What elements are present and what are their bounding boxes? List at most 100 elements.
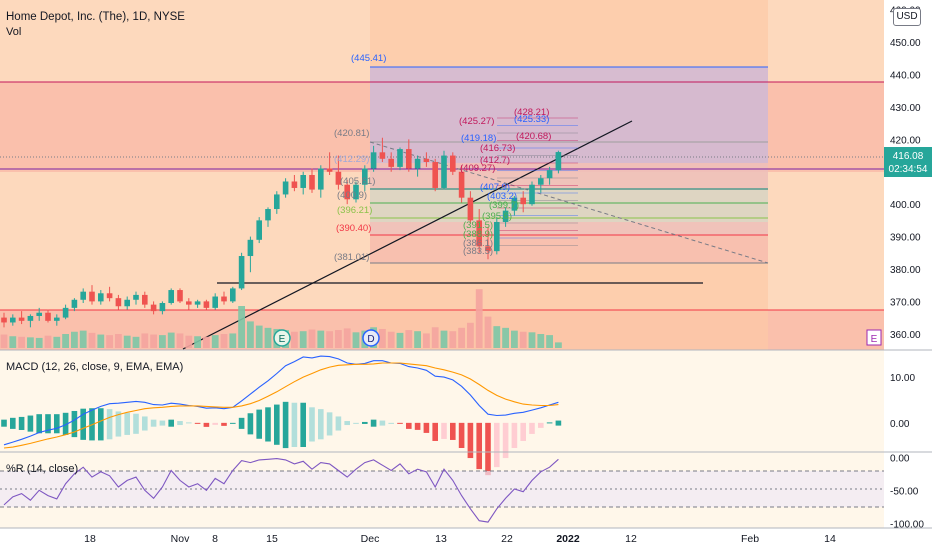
volume-bar <box>493 326 501 348</box>
volume-bar <box>88 332 96 348</box>
price-tick-label: 450.00 <box>890 38 921 49</box>
candle-body <box>1 317 7 323</box>
macd-hist-bar <box>124 412 130 435</box>
price-tick-label: 360.00 <box>890 330 921 341</box>
time-tick-label: Dec <box>361 533 380 545</box>
macd-hist-bar <box>247 413 254 435</box>
macd-hist-bar <box>150 419 157 427</box>
time-tick-label: 13 <box>435 533 447 545</box>
price-tick-label: 400.00 <box>890 200 921 211</box>
candle-body <box>309 175 315 190</box>
macd-hist-bar <box>142 416 148 431</box>
candle-body <box>159 303 166 312</box>
macd-hist-bar <box>194 422 201 424</box>
volume-bar <box>79 330 87 348</box>
fib-level-label: (403.2) <box>487 191 517 202</box>
macd-hist-bar <box>1 419 7 427</box>
macd-hist-bar <box>212 422 218 425</box>
price-tick-label: 440.00 <box>890 71 921 82</box>
candle-body <box>326 168 333 172</box>
macd-hist-bar <box>115 411 122 437</box>
fib-level-label: (412.29) <box>334 154 369 165</box>
volume-bar <box>387 331 395 348</box>
candle-body <box>71 299 78 308</box>
last-price-tag: 416.08 02:34:54 <box>884 147 932 177</box>
candle-body <box>45 312 51 321</box>
volume-bar <box>141 333 149 348</box>
macd-hist-bar <box>546 422 553 424</box>
volume-bar <box>555 342 562 348</box>
fib-level-label: (425.33) <box>514 114 549 125</box>
fib-level-label: (407.9) <box>480 182 510 193</box>
candle-body <box>432 162 438 188</box>
macd-hist-bar <box>494 422 500 468</box>
macd-hist-bar <box>159 420 166 426</box>
dividend-marker[interactable]: D <box>362 329 380 347</box>
time-axis-bg <box>0 528 932 550</box>
volume-bar <box>449 331 457 348</box>
macd-hist-bar <box>476 422 482 470</box>
macd-hist-bar <box>177 421 183 426</box>
price-tick-label: 390.00 <box>890 233 921 244</box>
fib-level-label: (390.40) <box>336 223 371 234</box>
macd-line <box>3 355 559 446</box>
volume-bar <box>106 335 113 348</box>
symbol-title[interactable]: Home Depot, Inc. (The), 1D, NYSE <box>6 11 185 23</box>
macd-hist-bar <box>71 410 78 438</box>
volume-bar <box>211 335 219 348</box>
candle-body <box>194 301 201 305</box>
macd-hist-bar <box>520 422 526 441</box>
macd-hist-bar <box>397 422 403 424</box>
future-earnings-marker[interactable]: E <box>866 329 882 346</box>
candle-body <box>388 158 394 167</box>
candle-body <box>450 155 456 172</box>
fib-level-label: (409.27) <box>460 163 495 174</box>
time-tick-label: 12 <box>625 533 637 545</box>
time-tick-label: 22 <box>501 533 513 545</box>
svg-text:E: E <box>871 334 878 345</box>
volume-label[interactable]: Vol <box>6 26 22 38</box>
macd-hist-bar <box>467 422 474 459</box>
macd-label[interactable]: MACD (12, 26, close, 9, EMA, EMA) <box>6 361 184 373</box>
candle-body <box>335 171 342 185</box>
volume-bar <box>423 333 430 348</box>
volume-bar <box>546 335 553 348</box>
candle-body <box>520 197 526 205</box>
candle-body <box>379 152 386 159</box>
volume-bar <box>484 316 492 348</box>
macd-hist-bar <box>274 404 280 445</box>
candle-body <box>511 197 518 211</box>
time-axis[interactable]: 18 Nov 8 15 Dec 13 22 2022 12 Feb 14 <box>84 533 836 545</box>
williams-r-axis[interactable]: 0.00 -50.00 -100.00 <box>890 453 924 530</box>
macd-hist-bar <box>432 422 438 441</box>
earnings-marker[interactable]: E <box>273 329 291 347</box>
volume-bar <box>97 334 105 348</box>
dashed-projection-line[interactable] <box>369 141 769 264</box>
williams-r-line <box>3 458 559 523</box>
candle-body <box>142 294 148 305</box>
volume-bar <box>431 327 439 348</box>
macd-hist-bar <box>353 422 359 424</box>
candle-body <box>546 170 553 179</box>
svg-text:02:34:54: 02:34:54 <box>889 164 928 175</box>
candle-body <box>27 315 34 321</box>
macd-hist-bar <box>230 422 236 424</box>
candle-body <box>423 158 430 163</box>
volume-bar <box>299 331 307 348</box>
currency-badge[interactable]: USD <box>893 8 921 26</box>
macd-hist-bar <box>80 408 86 440</box>
time-tick-label: 15 <box>266 533 278 545</box>
wr-tick-label: -100.00 <box>890 519 924 530</box>
fib-level-label: (416.73) <box>480 143 515 154</box>
volume-bar <box>159 335 166 348</box>
macd-hist-bar <box>54 414 60 434</box>
candle-body <box>370 152 377 169</box>
candle-body <box>362 168 368 185</box>
fib-purple-box <box>370 67 768 163</box>
macd-hist-bar <box>423 422 430 433</box>
candle-body <box>282 181 289 195</box>
macd-axis[interactable]: 10.00 0.00 <box>890 373 915 430</box>
williams-r-label[interactable]: %R (14, close) <box>6 463 79 475</box>
